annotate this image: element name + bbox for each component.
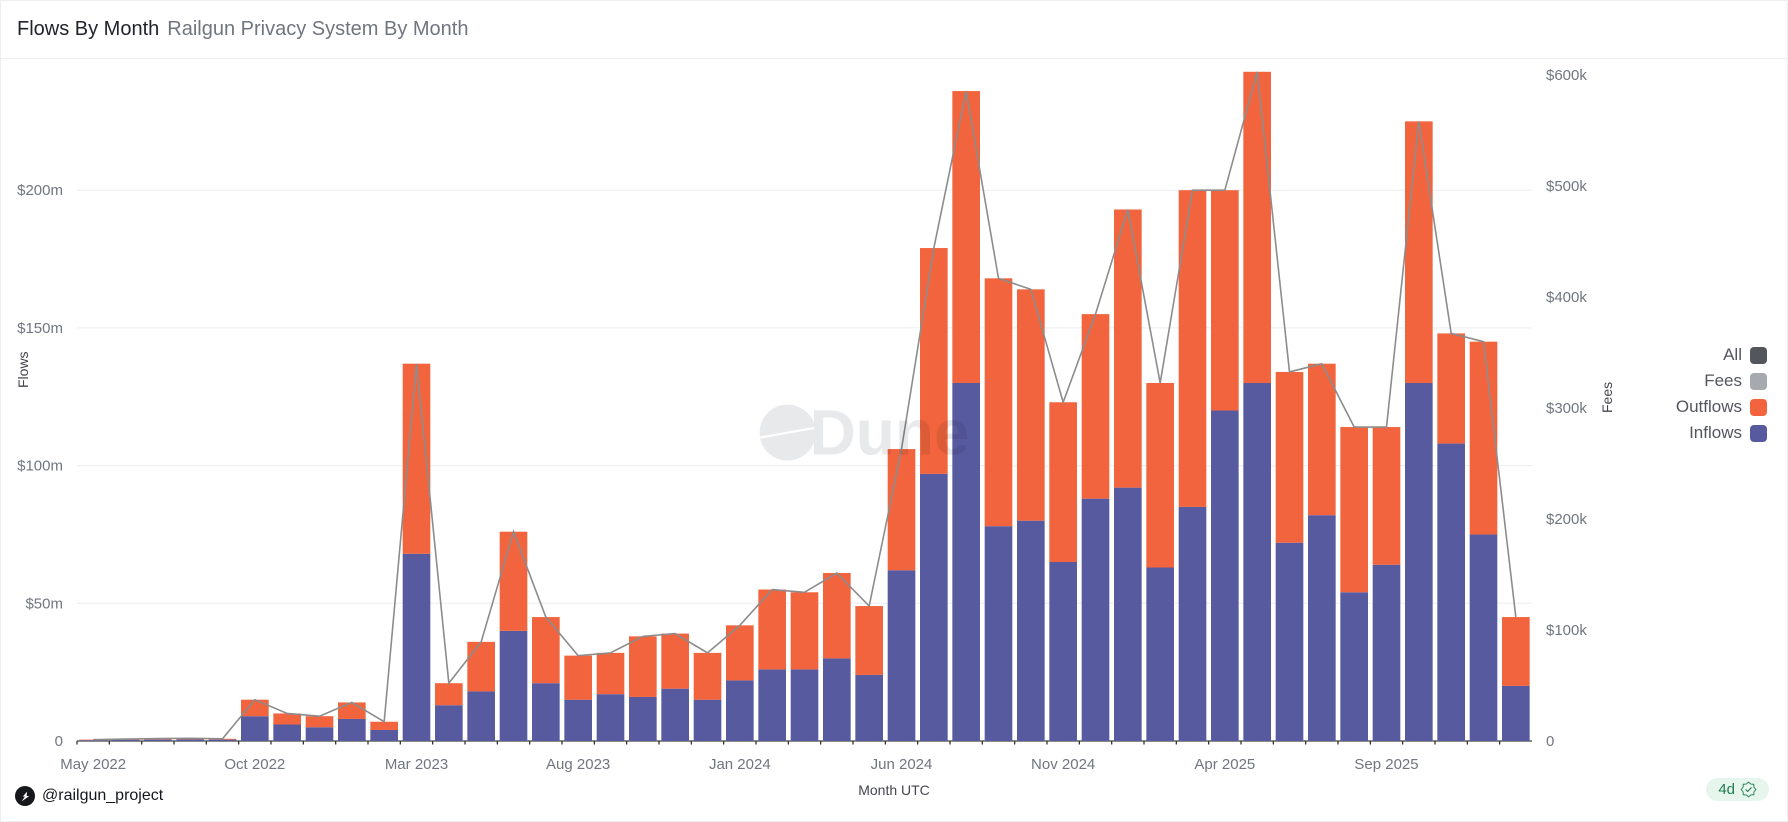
svg-text:Jun 2024: Jun 2024 [871,756,933,773]
svg-text:Sep 2025: Sep 2025 [1354,756,1418,773]
svg-text:Aug 2023: Aug 2023 [546,756,610,773]
svg-text:$150m: $150m [17,320,63,337]
svg-text:$600k: $600k [1546,67,1587,84]
svg-text:$100m: $100m [17,458,63,475]
svg-text:$400k: $400k [1546,289,1587,306]
svg-text:0: 0 [55,733,63,750]
svg-text:Nov 2024: Nov 2024 [1031,756,1095,773]
svg-text:$500k: $500k [1546,178,1587,195]
svg-text:$100k: $100k [1546,622,1587,639]
svg-text:$300k: $300k [1546,400,1587,417]
svg-text:$200k: $200k [1546,511,1587,528]
svg-text:Mar 2023: Mar 2023 [385,756,448,773]
svg-text:Oct 2022: Oct 2022 [224,756,285,773]
svg-text:$50m: $50m [25,595,63,612]
svg-text:May 2022: May 2022 [60,756,126,773]
svg-text:Jan 2024: Jan 2024 [709,756,771,773]
svg-text:Apr 2025: Apr 2025 [1194,756,1255,773]
svg-text:0: 0 [1546,733,1554,750]
svg-text:$200m: $200m [17,182,63,199]
